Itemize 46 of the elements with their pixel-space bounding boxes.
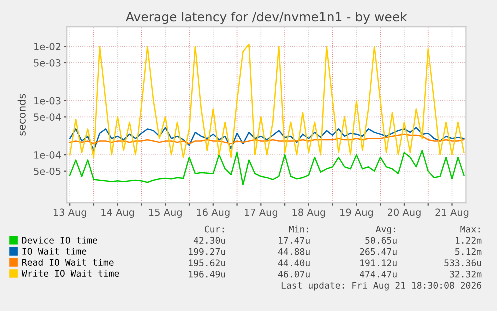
text: 17.47u — [279, 237, 310, 244]
line-series — [69, 44, 465, 158]
x-tick-label: 16 Aug — [197, 208, 230, 218]
line-series — [69, 127, 465, 152]
x-tick-label: 17 Aug — [245, 208, 278, 218]
x-tick-label: 15 Aug — [149, 208, 182, 218]
text: 50.65u — [366, 237, 397, 244]
text: 42.30u — [194, 237, 226, 244]
legend-label: Device IO time — [22, 236, 98, 244]
legend-label: Read IO Wait time — [22, 258, 114, 266]
y-axis-title: seconds — [18, 94, 26, 136]
y-tick-label: 1e-04 — [34, 152, 61, 159]
legend-label: Write IO Wait time — [22, 270, 120, 278]
x-tick-label: 21 Aug — [436, 208, 469, 218]
text: 195.62u — [189, 260, 226, 267]
y-tick-label: 5e-05 — [34, 168, 61, 176]
x-tick-label: 18 Aug — [292, 208, 326, 218]
text: Cur: — [205, 226, 224, 233]
legend-label: IO Wait time — [22, 248, 87, 255]
x-tick-label: 13 Aug — [54, 208, 86, 218]
text: 474.47u — [360, 271, 397, 278]
chart-title: Average latency for /dev/nvme1n1 - by week — [126, 12, 408, 24]
text: Avg: — [376, 226, 396, 234]
text: 533.36u — [444, 260, 482, 267]
text: Last update: Fri Aug 21 18:30:08 2026 — [282, 282, 482, 291]
text: 32.32m — [450, 270, 482, 278]
x-tick-label: 14 Aug — [102, 208, 134, 218]
y-tick-label: 1e-02 — [34, 43, 61, 50]
x-tick-label: 20 Aug — [388, 208, 421, 218]
text: 191.12u — [360, 260, 397, 267]
text: 5.12m — [456, 248, 482, 256]
text: 46.07u — [278, 270, 310, 278]
text: 1.22m — [456, 237, 482, 244]
line-series — [69, 150, 465, 186]
y-tick-label: 5e-04 — [34, 114, 61, 122]
text: Max: — [460, 226, 480, 233]
text: Min: — [289, 226, 308, 233]
y-tick-label: 5e-03 — [34, 59, 61, 67]
text: 196.49u — [189, 270, 226, 278]
x-tick-label: 19 Aug — [340, 208, 374, 218]
text: 199.27u — [189, 248, 226, 256]
text: 44.88u — [278, 248, 310, 256]
line-series — [69, 134, 465, 145]
y-tick-label: 1e-03 — [34, 97, 61, 105]
text: 265.47u — [360, 248, 397, 256]
text: 44.40u — [278, 260, 310, 267]
